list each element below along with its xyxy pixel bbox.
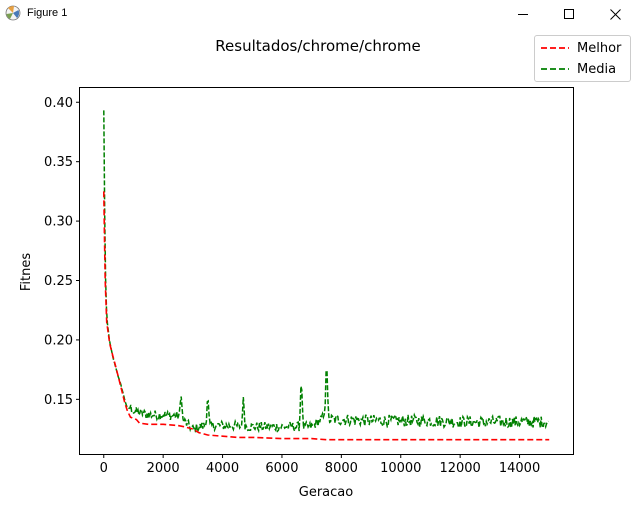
- x-axis-label: Geracao: [299, 485, 353, 500]
- minimize-icon: [518, 14, 528, 15]
- x-tick-label: 0: [100, 461, 108, 476]
- y-axis: 0.15 0.20 0.25 0.30 0.35 0.40: [44, 96, 80, 408]
- y-axis-label: Fitnes: [19, 253, 34, 291]
- chart-title: Resultados/chrome/chrome: [215, 37, 420, 55]
- legend-entry-media: Media: [541, 60, 616, 78]
- legend-line-media: [541, 68, 569, 70]
- x-axis: 0 2000 4000 6000 8000 10000 12000 14000: [100, 454, 540, 476]
- x-tick-label: 6000: [265, 461, 298, 476]
- chart-svg: Resultados/chrome/chrome 0 2000 4000 6000 80…: [19, 37, 574, 500]
- series-line-melhor: [103, 191, 550, 441]
- window-title: Figure 1: [27, 7, 68, 19]
- matplotlib-icon: [5, 5, 21, 21]
- maximize-button[interactable]: [546, 0, 592, 28]
- y-tick-label: 0.25: [44, 274, 73, 289]
- legend-line-melhor: [541, 47, 569, 49]
- legend: Melhor Media: [534, 35, 631, 82]
- figure-canvas: Resultados/chrome/chrome 0 2000 4000 6000 80…: [0, 28, 638, 507]
- plot-lines: [103, 110, 550, 441]
- minimize-button[interactable]: [500, 0, 546, 28]
- plot-area-frame: [79, 87, 574, 455]
- y-tick-label: 0.30: [44, 215, 73, 230]
- y-tick-label: 0.15: [44, 393, 73, 408]
- y-tick-label: 0.35: [44, 155, 73, 170]
- series-line-media: [103, 110, 549, 435]
- x-tick-label: 8000: [325, 461, 358, 476]
- legend-label-melhor: Melhor: [577, 40, 622, 56]
- x-tick-label: 10000: [380, 461, 421, 476]
- y-tick-label: 0.20: [44, 333, 73, 348]
- x-tick-label: 14000: [499, 461, 540, 476]
- x-tick-label: 2000: [147, 461, 180, 476]
- legend-entry-melhor: Melhor: [541, 39, 621, 57]
- close-icon: [609, 8, 621, 20]
- close-button[interactable]: [592, 0, 638, 28]
- legend-label-media: Media: [577, 61, 617, 77]
- window-titlebar: Figure 1: [0, 0, 638, 28]
- x-tick-label: 4000: [206, 461, 239, 476]
- maximize-icon: [564, 9, 574, 19]
- y-tick-label: 0.40: [44, 96, 73, 111]
- x-tick-label: 12000: [439, 461, 480, 476]
